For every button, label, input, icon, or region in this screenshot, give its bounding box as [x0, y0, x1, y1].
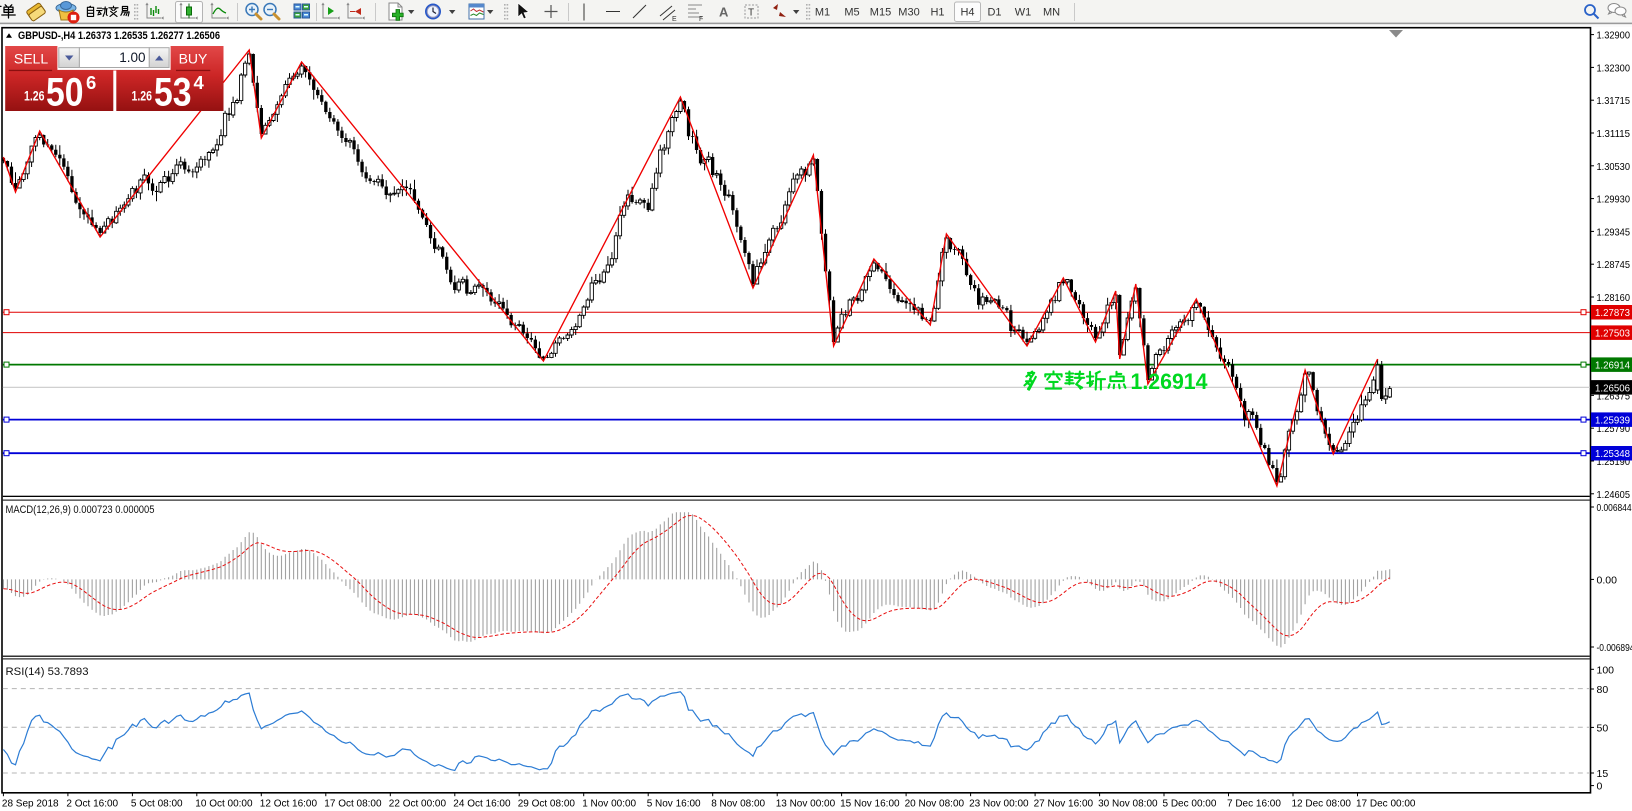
svg-text:GBPUSD-,H4 1.26373 1.26535 1.: GBPUSD-,H4 1.26373 1.26535 1.26277 1.265…	[18, 30, 220, 42]
svg-text:1.25939: 1.25939	[1595, 415, 1630, 427]
svg-text:1.24605: 1.24605	[1597, 489, 1631, 501]
svg-text:SELL: SELL	[14, 51, 48, 67]
svg-text:23 Nov 00:00: 23 Nov 00:00	[969, 799, 1029, 810]
svg-text:BUY: BUY	[179, 51, 208, 67]
svg-text:E: E	[672, 16, 677, 23]
svg-text:50: 50	[46, 71, 84, 115]
svg-text:0.00: 0.00	[1597, 574, 1618, 586]
svg-text:MACD(12,26,9) 0.000723 0.00000: MACD(12,26,9) 0.000723 0.000005	[6, 504, 155, 516]
svg-text:1.26506: 1.26506	[1595, 382, 1630, 394]
svg-text:1.25348: 1.25348	[1595, 448, 1630, 460]
svg-text:8 Nov 08:00: 8 Nov 08:00	[711, 799, 765, 810]
svg-text:1.29930: 1.29930	[1597, 194, 1631, 206]
svg-text:27 Nov 16:00: 27 Nov 16:00	[1034, 799, 1094, 810]
svg-text:1.26914: 1.26914	[1595, 360, 1630, 372]
svg-text:13 Nov 00:00: 13 Nov 00:00	[776, 799, 836, 810]
svg-text:53: 53	[154, 71, 192, 115]
svg-text:1.27503: 1.27503	[1595, 328, 1630, 340]
svg-text:28 Sep 2018: 28 Sep 2018	[2, 799, 59, 810]
svg-text:5 Oct 08:00: 5 Oct 08:00	[131, 799, 183, 810]
svg-text:7 Dec 16:00: 7 Dec 16:00	[1227, 799, 1281, 810]
svg-text:H1: H1	[930, 7, 944, 19]
svg-text:T: T	[748, 8, 754, 19]
svg-text:50: 50	[1597, 722, 1609, 734]
svg-text:6: 6	[86, 72, 96, 93]
svg-text:1 Nov 00:00: 1 Nov 00:00	[582, 799, 636, 810]
svg-text:M15: M15	[870, 7, 891, 19]
svg-text:A: A	[719, 5, 729, 20]
svg-text:1.31715: 1.31715	[1597, 95, 1631, 107]
svg-text:1.28160: 1.28160	[1597, 292, 1631, 304]
svg-text:1.31115: 1.31115	[1597, 128, 1631, 140]
svg-text:1.00: 1.00	[119, 50, 145, 65]
svg-text:2 Oct 16:00: 2 Oct 16:00	[66, 799, 118, 810]
svg-text:30 Nov 08:00: 30 Nov 08:00	[1098, 799, 1158, 810]
svg-text:80: 80	[1597, 684, 1609, 696]
svg-text:20 Nov 08:00: 20 Nov 08:00	[905, 799, 965, 810]
svg-text:100: 100	[1597, 664, 1615, 676]
svg-text:1.28745: 1.28745	[1597, 259, 1631, 271]
svg-text:-0.006894: -0.006894	[1597, 642, 1632, 654]
svg-text:RSI(14) 53.7893: RSI(14) 53.7893	[6, 666, 89, 678]
svg-text:M30: M30	[898, 7, 919, 19]
svg-text:22 Oct 00:00: 22 Oct 00:00	[389, 799, 447, 810]
svg-text:5 Dec 00:00: 5 Dec 00:00	[1163, 799, 1217, 810]
svg-text:1.32300: 1.32300	[1597, 62, 1631, 74]
svg-text:0: 0	[1597, 781, 1603, 793]
svg-text:29 Oct 08:00: 29 Oct 08:00	[518, 799, 576, 810]
svg-text:0.006844: 0.006844	[1597, 502, 1632, 514]
svg-text:W1: W1	[1015, 7, 1032, 19]
svg-text:1.26: 1.26	[24, 89, 45, 104]
svg-text:17 Oct 08:00: 17 Oct 08:00	[324, 799, 382, 810]
svg-text:15 Nov 16:00: 15 Nov 16:00	[840, 799, 900, 810]
svg-text:1.30530: 1.30530	[1597, 161, 1631, 173]
svg-text:10 Oct 00:00: 10 Oct 00:00	[195, 799, 253, 810]
svg-text:MN: MN	[1043, 7, 1060, 19]
svg-text:15: 15	[1597, 768, 1609, 780]
svg-text:H4: H4	[960, 7, 974, 19]
svg-text:M5: M5	[844, 7, 859, 19]
svg-text:1.26914: 1.26914	[1131, 369, 1208, 394]
svg-text:1.32900: 1.32900	[1597, 30, 1631, 42]
svg-text:D1: D1	[987, 7, 1001, 19]
svg-text:1.26: 1.26	[132, 89, 153, 104]
svg-text:4: 4	[194, 72, 205, 93]
svg-text:1.27873: 1.27873	[1595, 307, 1630, 319]
svg-text:1.29345: 1.29345	[1597, 226, 1631, 238]
svg-text:5 Nov 16:00: 5 Nov 16:00	[647, 799, 701, 810]
svg-text:12 Dec 08:00: 12 Dec 08:00	[1292, 799, 1352, 810]
svg-text:M1: M1	[815, 7, 830, 19]
svg-text:24 Oct 16:00: 24 Oct 16:00	[453, 799, 511, 810]
svg-text:17 Dec 00:00: 17 Dec 00:00	[1356, 799, 1416, 810]
svg-text:12 Oct 16:00: 12 Oct 16:00	[260, 799, 318, 810]
svg-text:F: F	[699, 16, 703, 23]
